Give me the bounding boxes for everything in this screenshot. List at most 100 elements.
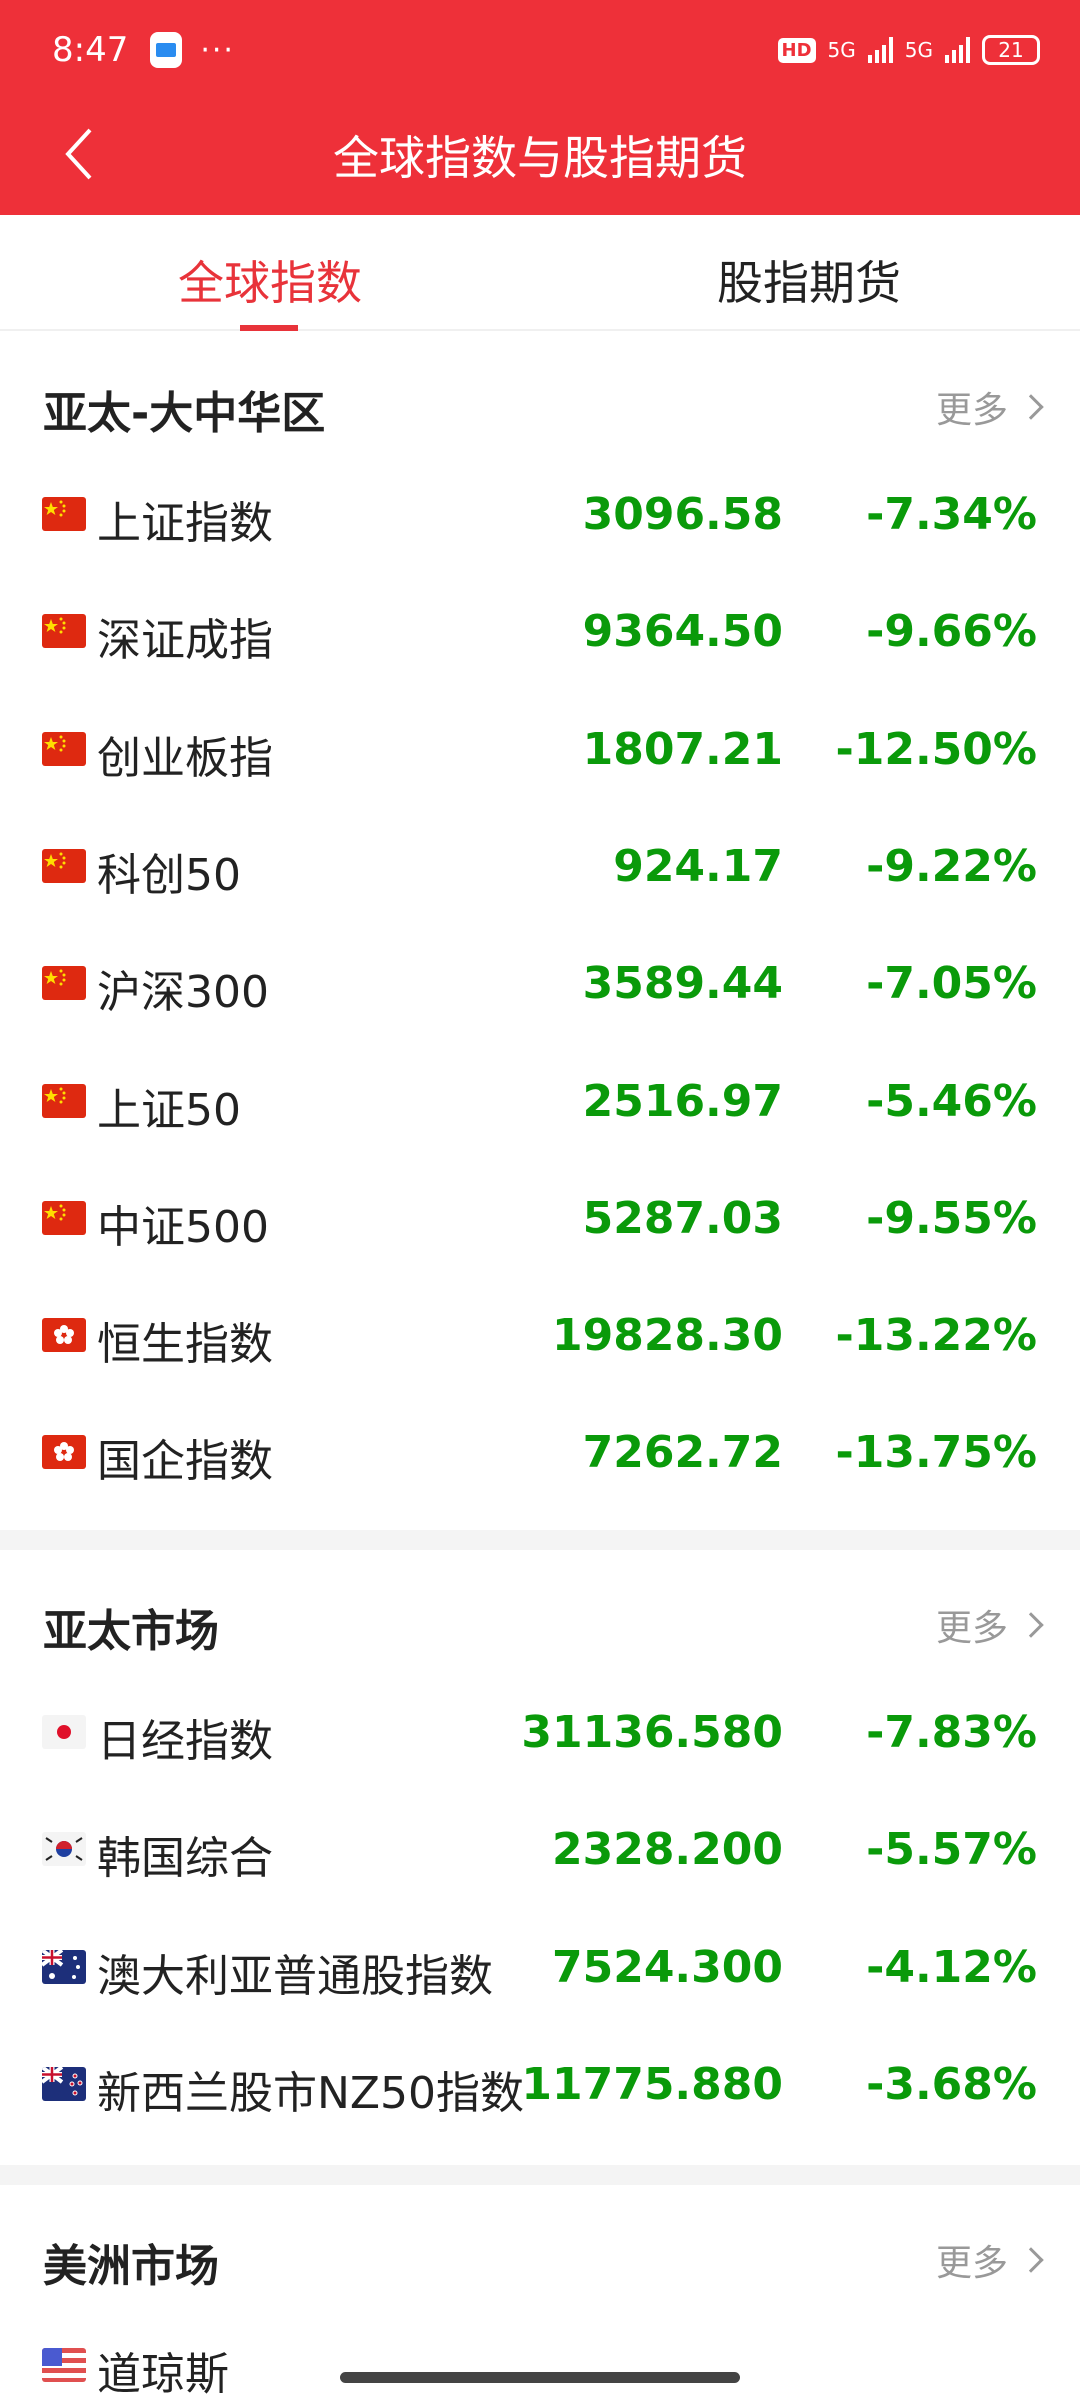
- index-row[interactable]: 上证指数 3096.58 -7.34%: [0, 475, 1080, 555]
- index-row[interactable]: 道琼斯: [0, 2326, 1080, 2406]
- index-change: -5.57%: [866, 1824, 1037, 1876]
- index-value: 7262.72: [582, 1427, 783, 1479]
- back-arrow-icon[interactable]: [60, 126, 100, 182]
- index-row[interactable]: 深证成指 9364.50 -9.66%: [0, 592, 1080, 672]
- index-name: 国企指数: [97, 1436, 273, 1488]
- flag-au-icon: [42, 1949, 86, 1984]
- index-name: 新西兰股市NZ50指数: [97, 2067, 525, 2119]
- section-header: 亚太-大中华区 更多: [0, 367, 1080, 447]
- status-time: 8:47: [52, 30, 129, 70]
- home-indicator[interactable]: [340, 2372, 740, 2383]
- flag-kr-icon: [42, 1832, 86, 1867]
- index-change: -9.55%: [866, 1192, 1037, 1244]
- flag-cn-icon: [42, 614, 86, 649]
- flag-cn-icon: [42, 1200, 86, 1235]
- index-value: 19828.30: [551, 1310, 783, 1362]
- index-name: 上证50: [97, 1084, 241, 1136]
- index-change: -12.50%: [835, 723, 1037, 775]
- flag-cn-icon: [42, 731, 86, 766]
- index-name: 上证指数: [97, 498, 273, 549]
- index-name: 韩国综合: [97, 1833, 273, 1885]
- index-row[interactable]: 新西兰股市NZ50指数 11775.880 -3.68%: [0, 2045, 1080, 2125]
- index-value: 3589.44: [582, 958, 783, 1010]
- index-change: -4.12%: [866, 1941, 1037, 1993]
- index-change: -9.66%: [866, 606, 1037, 658]
- index-row[interactable]: 日经指数 31136.580 -7.83%: [0, 1693, 1080, 1773]
- page-title: 全球指数与股指期货: [333, 131, 747, 185]
- index-row[interactable]: 沪深300 3589.44 -7.05%: [0, 944, 1080, 1024]
- index-value: 924.17: [613, 840, 783, 892]
- index-change: -7.05%: [866, 958, 1037, 1010]
- flag-hk-icon: [42, 1318, 86, 1353]
- index-row[interactable]: 中证500 5287.03 -9.55%: [0, 1179, 1080, 1259]
- app-header: 8:47 ··· HD 5G 5G 21 全球指数与股指期货: [0, 0, 1080, 215]
- index-value: 2328.200: [551, 1824, 783, 1876]
- index-change: -3.68%: [866, 2058, 1037, 2110]
- index-value: 31136.580: [521, 1707, 783, 1758]
- index-value: 1807.21: [582, 723, 783, 775]
- flag-cn-icon: [42, 497, 86, 531]
- section-header: 美洲市场 更多: [0, 2220, 1080, 2300]
- index-name: 科创50: [97, 849, 241, 901]
- index-row[interactable]: 澳大利亚普通股指数 7524.300 -4.12%: [0, 1928, 1080, 2008]
- battery-icon: 21: [982, 35, 1040, 65]
- index-value: 11775.880: [521, 2058, 783, 2110]
- section-title: 亚太-大中华区: [43, 388, 326, 439]
- index-change: -5.46%: [866, 1075, 1037, 1127]
- tab-bar: 全球指数 股指期货: [0, 215, 1080, 331]
- index-value: 7524.300: [551, 1941, 783, 1993]
- tab-global-indices[interactable]: 全球指数: [178, 256, 362, 310]
- network-label-1: 5G: [827, 38, 856, 62]
- flag-cn-icon: [42, 966, 86, 1001]
- index-change: -13.22%: [835, 1310, 1037, 1362]
- more-button[interactable]: 更多: [935, 2234, 1044, 2286]
- signal-icon: [867, 37, 893, 63]
- index-row[interactable]: 韩国综合 2328.200 -5.57%: [0, 1810, 1080, 1890]
- chevron-right-icon: [1018, 1612, 1044, 1638]
- index-change: -9.22%: [866, 840, 1037, 892]
- index-change: -7.83%: [866, 1707, 1037, 1758]
- signal-icon: [945, 37, 970, 63]
- index-row[interactable]: 国企指数 7262.72 -13.75%: [0, 1413, 1080, 1493]
- section-divider: [0, 1530, 1080, 1550]
- notification-app-icon: [150, 32, 183, 68]
- index-row[interactable]: 科创50 924.17 -9.22%: [0, 827, 1080, 907]
- more-button[interactable]: 更多: [935, 381, 1044, 433]
- index-row[interactable]: 恒生指数 19828.30 -13.22%: [0, 1296, 1080, 1376]
- flag-cn-icon: [42, 1083, 86, 1118]
- index-row[interactable]: 上证50 2516.97 -5.46%: [0, 1062, 1080, 1142]
- hd-voice-icon: HD: [777, 37, 816, 63]
- more-notifications-icon: ···: [200, 32, 235, 68]
- section-divider: [0, 2165, 1080, 2185]
- index-name: 深证成指: [97, 615, 273, 667]
- index-name: 恒生指数: [97, 1319, 273, 1371]
- more-label: 更多: [935, 2243, 1008, 2284]
- section-title: 美洲市场: [43, 2241, 219, 2292]
- section-title: 亚太市场: [43, 1606, 219, 1657]
- section-header: 亚太市场 更多: [0, 1585, 1080, 1665]
- more-label: 更多: [935, 390, 1008, 431]
- tab-index-futures[interactable]: 股指期货: [717, 256, 901, 310]
- index-value: 3096.58: [582, 489, 783, 540]
- index-name: 沪深300: [97, 967, 269, 1019]
- index-name: 中证500: [97, 1201, 269, 1253]
- active-tab-indicator: [240, 325, 298, 331]
- index-value: 5287.03: [582, 1192, 783, 1244]
- flag-cn-icon: [42, 848, 86, 883]
- flag-jp-icon: [42, 1715, 86, 1749]
- index-value: 9364.50: [582, 606, 783, 658]
- index-name: 创业板指: [97, 732, 273, 784]
- more-button[interactable]: 更多: [936, 1599, 1044, 1651]
- flag-hk-icon: [42, 1435, 86, 1470]
- network-label-2: 5G: [904, 38, 933, 62]
- flag-us-icon: [42, 2348, 86, 2382]
- index-change: -7.34%: [866, 489, 1037, 540]
- status-bar: 8:47 ··· HD 5G 5G 21: [52, 22, 1040, 78]
- index-name: 日经指数: [97, 1716, 273, 1767]
- flag-nz-icon: [42, 2066, 86, 2101]
- index-row[interactable]: 创业板指 1807.21 -12.50%: [0, 710, 1080, 790]
- chevron-right-icon: [1018, 2247, 1044, 2273]
- index-value: 2516.97: [582, 1075, 783, 1127]
- chevron-right-icon: [1018, 394, 1044, 420]
- index-change: -13.75%: [835, 1427, 1037, 1479]
